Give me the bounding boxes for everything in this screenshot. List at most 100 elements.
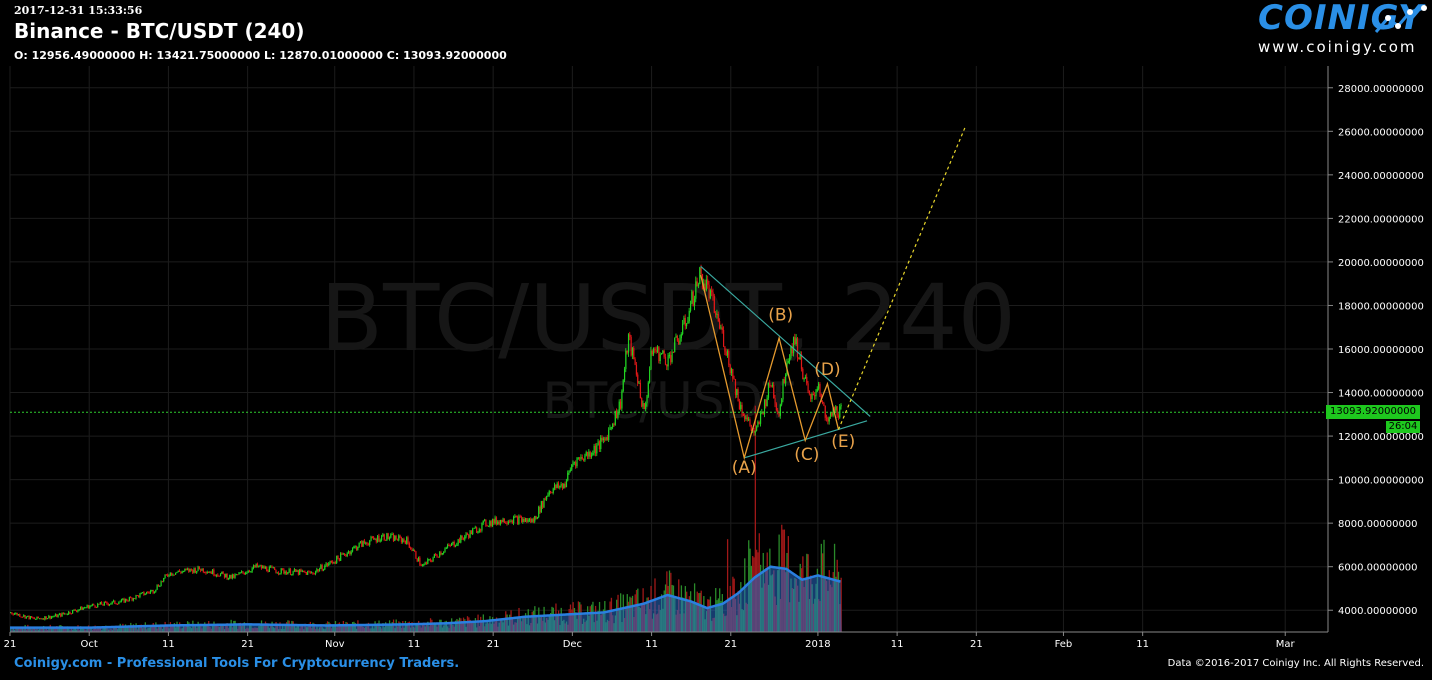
candle-body <box>56 614 58 618</box>
candle-body <box>367 544 370 546</box>
candle-body <box>304 571 306 573</box>
candle-body <box>627 334 630 353</box>
candle-body <box>49 615 51 619</box>
candle-body <box>43 618 45 620</box>
candle-body <box>134 598 136 600</box>
x-axis: 21 Oct 11 21 Nov 11 21 Dec 11 21 2018 11 21 Feb 11 Mar <box>4 632 1296 650</box>
candle-body <box>757 421 759 427</box>
candle-body <box>171 572 173 576</box>
candle-body <box>32 617 34 619</box>
candle-body <box>754 430 756 433</box>
candle-body <box>635 364 638 375</box>
candle-body <box>164 574 166 578</box>
candle-body <box>614 410 616 425</box>
candle-body <box>230 574 232 579</box>
candle-body <box>823 403 825 406</box>
candle-body <box>623 368 626 381</box>
candle-body <box>342 553 344 555</box>
candle-body <box>803 378 805 380</box>
candle-body <box>746 417 748 420</box>
candle-body <box>112 600 115 602</box>
candle-body <box>417 557 420 562</box>
candle-body <box>637 374 639 384</box>
candle-body <box>293 569 296 572</box>
candle-body <box>284 571 286 574</box>
candle-body <box>416 558 418 562</box>
candle-body <box>561 483 564 489</box>
candle-body <box>674 337 676 353</box>
candle-body <box>651 350 653 355</box>
candle-body <box>705 279 708 291</box>
candle-body <box>509 521 511 523</box>
candle-body <box>818 383 820 389</box>
candle-body <box>180 571 182 573</box>
candle-body <box>773 385 775 399</box>
candle-body <box>111 601 113 604</box>
candle-body <box>12 613 14 615</box>
coinigy-logo[interactable]: COINIGY www.coinigy.com <box>1256 0 1432 60</box>
candle-body <box>95 607 98 609</box>
candle-body <box>36 616 38 619</box>
candle-body <box>678 340 680 344</box>
candle-body <box>688 310 690 322</box>
y-tick-label: 20000.00000000 <box>1338 258 1424 269</box>
logo-wordmark: COINIGY <box>1258 0 1424 38</box>
candle-body <box>726 350 729 356</box>
candle-body <box>833 407 836 411</box>
candle-body <box>653 348 655 355</box>
candle-body <box>655 350 657 352</box>
candle-body <box>696 281 698 287</box>
candle-body <box>382 534 384 537</box>
candle-body <box>639 382 642 398</box>
candle-body <box>829 412 832 417</box>
candle-body <box>495 517 498 524</box>
candle-body <box>237 574 239 576</box>
candle-body <box>712 292 714 297</box>
candle-body <box>148 592 150 594</box>
candle-body <box>658 346 660 362</box>
y-tick-label: 26000.00000000 <box>1338 127 1424 138</box>
wave-label: (D) <box>814 360 840 380</box>
candle-body <box>581 456 583 460</box>
candle-body <box>828 416 830 422</box>
footer-tagline[interactable]: Coinigy.com - Professional Tools For Cry… <box>14 656 460 671</box>
watermark-line2: BTC/USDT <box>542 372 794 430</box>
candle-body <box>337 555 339 559</box>
candle-body <box>303 570 305 572</box>
candle-body <box>363 540 366 543</box>
x-tick-label: 21 <box>724 639 737 650</box>
candle-body <box>580 456 582 459</box>
candle-body <box>559 485 561 488</box>
candle-body <box>837 415 840 418</box>
candle-body <box>126 598 128 601</box>
candle-body <box>130 597 132 599</box>
candle-body <box>97 603 99 608</box>
candle-body <box>169 572 171 576</box>
y-tick-label: 28000.00000000 <box>1338 84 1424 95</box>
y-tick-label: 16000.00000000 <box>1338 345 1424 356</box>
candle-body <box>630 336 632 356</box>
candle-body <box>709 290 711 299</box>
candle-body <box>806 376 808 384</box>
candle-body <box>807 383 809 392</box>
candle-body <box>296 570 298 572</box>
candle-body <box>62 612 65 614</box>
candle-body <box>686 323 688 327</box>
candle-body <box>131 597 133 601</box>
candle-body <box>766 397 768 407</box>
candle-body <box>300 569 302 572</box>
y-tick-label: 12000.00000000 <box>1338 432 1424 443</box>
candle-body <box>355 546 358 550</box>
candle-body <box>189 568 191 572</box>
candle-body <box>124 598 127 603</box>
candle-body <box>17 614 20 616</box>
candle-body <box>267 570 269 572</box>
candle-body <box>728 350 730 365</box>
candle-body <box>78 609 80 611</box>
triangle-upper-trendline <box>700 265 871 417</box>
candle-body <box>291 574 293 576</box>
candle-body <box>90 605 92 607</box>
candle-body <box>490 521 492 527</box>
candle-body <box>693 298 696 306</box>
